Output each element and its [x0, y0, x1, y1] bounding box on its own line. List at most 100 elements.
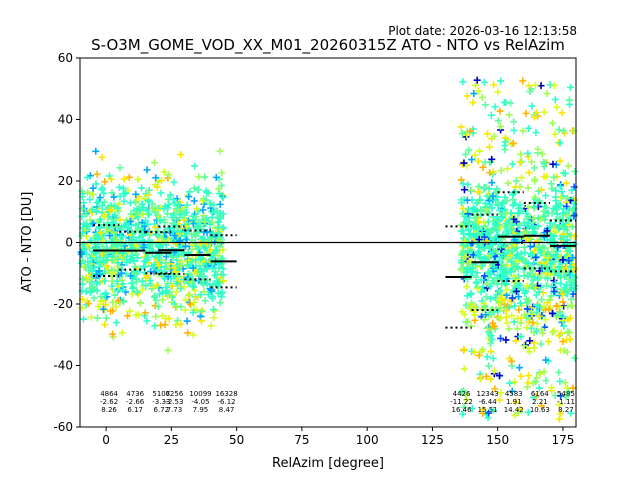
data-point [540, 368, 548, 376]
data-point [92, 180, 100, 188]
data-point [98, 186, 106, 194]
data-point [204, 291, 212, 299]
bin-label-std: 14.42 [504, 406, 524, 414]
data-point [548, 258, 556, 266]
data-point [172, 215, 180, 223]
data-point [208, 252, 216, 260]
data-point [542, 356, 550, 364]
data-point [183, 201, 191, 209]
data-point [177, 151, 185, 159]
data-point [509, 201, 517, 209]
data-point [540, 158, 548, 166]
data-point [132, 250, 140, 258]
bin-label-std: 8.26 [101, 406, 117, 414]
data-point [522, 295, 530, 303]
data-point [177, 262, 185, 270]
data-point [488, 204, 496, 212]
data-point [555, 126, 563, 134]
data-point [124, 224, 132, 232]
data-point [102, 301, 110, 309]
data-point [512, 337, 520, 345]
data-point [144, 209, 152, 217]
data-point [525, 169, 533, 177]
data-point [457, 123, 465, 131]
y-tick-label: 60 [58, 51, 73, 65]
data-point [125, 173, 133, 181]
data-point [501, 141, 509, 149]
data-point [471, 348, 479, 356]
data-point [463, 283, 471, 291]
data-point [83, 173, 91, 181]
data-point [476, 375, 484, 383]
data-point [551, 130, 559, 138]
data-point [206, 246, 214, 254]
data-point [82, 288, 90, 296]
data-point [532, 291, 540, 299]
data-point [562, 210, 570, 218]
data-point [523, 324, 531, 332]
data-point [108, 256, 116, 264]
bin-label-std: 16.46 [452, 406, 473, 414]
data-point [544, 275, 552, 282]
data-point [193, 223, 201, 231]
data-point [567, 83, 575, 91]
data-point [532, 284, 540, 292]
data-point [155, 213, 163, 221]
data-point [214, 251, 222, 259]
data-point [553, 210, 561, 218]
data-point [482, 183, 490, 191]
data-point [177, 303, 185, 311]
data-point [464, 266, 472, 274]
data-point [217, 290, 225, 298]
data-point [489, 192, 497, 200]
data-point [557, 194, 565, 202]
data-point [565, 96, 573, 104]
data-point [560, 284, 568, 292]
data-point [97, 292, 105, 300]
data-point [480, 78, 488, 86]
data-point [528, 266, 536, 274]
data-point [101, 290, 109, 298]
x-tick-label: 0 [102, 433, 110, 447]
data-point [527, 251, 535, 259]
data-point [211, 271, 219, 279]
data-point [559, 338, 567, 346]
x-tick-label: 175 [551, 433, 574, 447]
data-point [162, 259, 170, 267]
data-point [533, 253, 541, 261]
data-point [197, 307, 205, 315]
data-point [210, 201, 218, 209]
data-point [187, 230, 195, 238]
data-point [145, 198, 153, 206]
data-point [549, 160, 557, 168]
data-point [488, 335, 496, 343]
data-point [527, 304, 535, 312]
data-point [462, 301, 470, 309]
data-point [474, 188, 482, 196]
data-point [196, 312, 204, 320]
data-point [459, 227, 467, 235]
data-point [482, 229, 490, 237]
data-point [498, 295, 506, 303]
y-tick-label: -20 [53, 297, 73, 311]
data-point [474, 285, 482, 293]
data-point [159, 296, 167, 304]
data-point [528, 310, 536, 318]
data-point [480, 300, 488, 308]
data-point [482, 311, 490, 319]
data-point [157, 189, 165, 197]
data-point [467, 322, 475, 330]
data-point [162, 283, 170, 291]
data-point [545, 254, 553, 262]
data-point [561, 379, 569, 387]
data-point [93, 257, 101, 265]
data-point [481, 303, 489, 311]
data-point [531, 175, 539, 183]
data-point [473, 269, 481, 277]
data-point [517, 174, 525, 182]
data-point [171, 232, 179, 240]
data-point [540, 212, 548, 220]
data-point [460, 387, 468, 395]
data-point [464, 318, 472, 326]
